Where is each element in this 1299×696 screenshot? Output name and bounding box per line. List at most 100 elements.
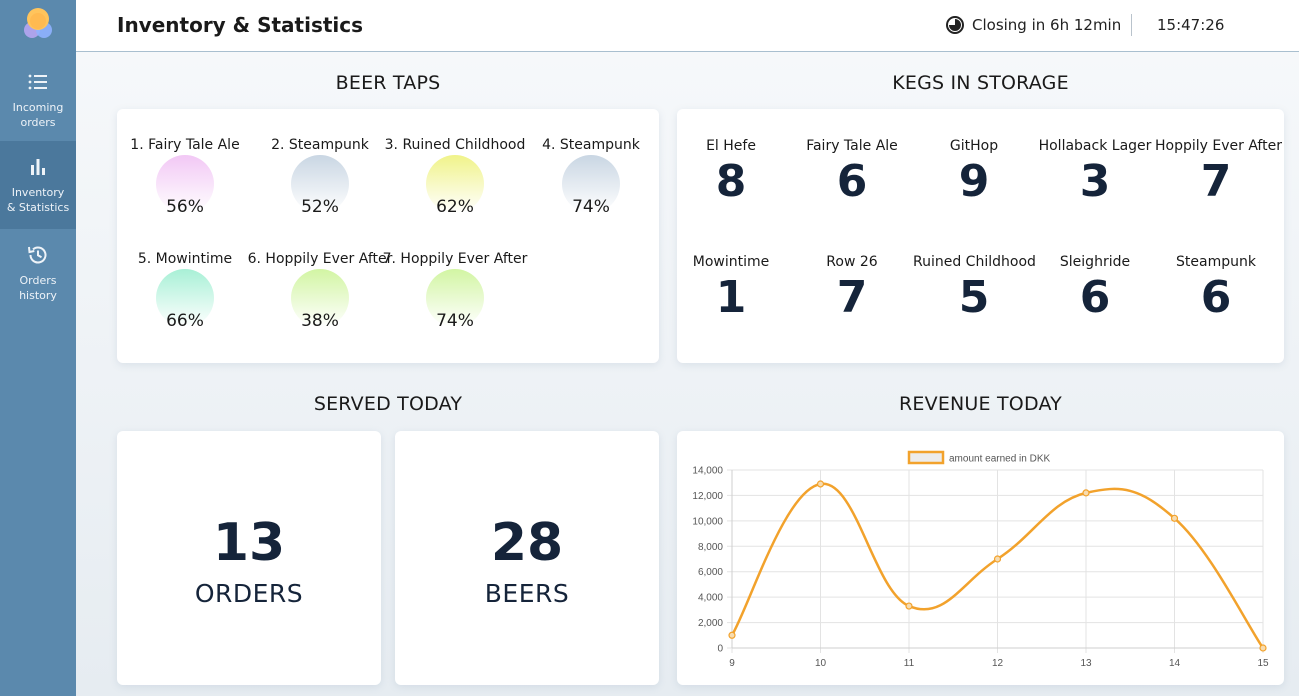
keg-name: Mowintime: [692, 254, 770, 270]
y-tick-label: 12,000: [692, 491, 723, 502]
tap-percentage: 74%: [572, 197, 610, 217]
x-tick-label: 11: [904, 658, 915, 669]
keg-item: Sleighride 6: [1034, 254, 1156, 324]
bar-chart-icon: [31, 159, 45, 175]
keg-name: Fairy Tale Ale: [806, 138, 898, 154]
x-tick-label: 10: [815, 658, 827, 669]
header-divider: [1131, 14, 1132, 36]
revenue-title: REVENUE TODAY: [899, 393, 1062, 415]
keg-item: Mowintime 1: [670, 254, 792, 324]
keg-name: Steampunk: [1176, 254, 1256, 270]
data-point: [816, 480, 825, 488]
keg-count: 7: [1200, 156, 1232, 207]
data-point: [1170, 514, 1179, 522]
beers-label: BEERS: [484, 579, 570, 608]
keg-count: 7: [836, 272, 868, 323]
tap-percentage: 62%: [436, 197, 474, 217]
current-time: 15:47:26: [1157, 16, 1225, 34]
tap-item: 6. Hoppily Ever After 38%: [245, 251, 395, 345]
kegs-title: KEGS IN STORAGE: [892, 72, 1069, 94]
y-tick-label: 4,000: [698, 593, 723, 604]
tap-item: 5. Mowintime 66%: [110, 251, 260, 345]
orders-card: 13 ORDERS: [117, 431, 381, 685]
keg-item: Ruined Childhood 5: [913, 254, 1036, 324]
x-tick-label: 12: [992, 658, 1004, 669]
keg-item: Hoppily Ever After 7: [1155, 138, 1282, 208]
data-point: [1082, 489, 1090, 497]
y-tick-label: 0: [717, 644, 723, 655]
history-icon: [28, 246, 47, 264]
x-tick-label: 15: [1257, 658, 1269, 669]
keg-item: GitHop 9: [913, 138, 1035, 208]
tap-level-circle: [426, 269, 484, 327]
orders-count: 13: [212, 513, 286, 573]
sidebar-item-label: Inventory & Statistics: [6, 186, 70, 214]
beer-taps-title: BEER TAPS: [335, 72, 441, 94]
tap-name: 3. Ruined Childhood: [384, 137, 526, 153]
tap-name: 7. Hoppily Ever After: [382, 251, 528, 267]
tap-item: 2. Steampunk 52%: [245, 137, 395, 231]
keg-item: Steampunk 6: [1155, 254, 1277, 324]
sidebar: Incoming orders Inventory & Statistics O…: [0, 0, 76, 696]
beers-count: 28: [490, 513, 564, 573]
keg-count: 3: [1079, 156, 1111, 207]
list-icon: [28, 74, 47, 90]
keg-count: 5: [958, 272, 990, 323]
tap-name: 1. Fairy Tale Ale: [130, 137, 240, 153]
beers-card: 28 BEERS: [395, 431, 659, 685]
page-title: Inventory & Statistics: [117, 13, 364, 37]
sidebar-item-incoming-orders[interactable]: Incoming orders: [0, 56, 76, 144]
beer-taps-card: 1. Fairy Tale Ale 56% 2. Steampunk 52% 3…: [117, 109, 659, 363]
tap-name: 6. Hoppily Ever After: [247, 251, 393, 267]
keg-name: Sleighride: [1059, 254, 1131, 270]
closing-countdown: Closing in 6h 12min: [972, 16, 1122, 34]
data-point: [1259, 644, 1267, 652]
tap-level-circle: [156, 155, 214, 213]
data-point: [993, 555, 1002, 563]
keg-name: Ruined Childhood: [913, 254, 1036, 270]
revenue-card: 0 2,000 4,000 6,000 8,000 10,000 12,000 14,000 9…: [677, 431, 1284, 685]
tap-name: 2. Steampunk: [271, 137, 369, 153]
tap-percentage: 66%: [166, 311, 204, 331]
keg-item: Fairy Tale Ale 6: [791, 138, 913, 208]
tap-level-circle: [291, 269, 349, 327]
revenue-line-chart: 0 2,000 4,000 6,000 8,000 10,000 12,000 14,000 9…: [692, 450, 1269, 669]
sidebar-item-label: Incoming orders: [12, 101, 64, 129]
data-point: [905, 602, 913, 610]
served-title: SERVED TODAY: [313, 393, 463, 415]
keg-count: 6: [836, 156, 868, 207]
keg-item: Row 26 7: [791, 254, 913, 324]
keg-name: El Hefe: [706, 138, 756, 154]
tap-level-circle: [426, 155, 484, 213]
keg-count: 1: [715, 272, 747, 323]
y-tick-label: 2,000: [698, 618, 723, 629]
sidebar-item-inventory-statistics[interactable]: Inventory & Statistics: [0, 141, 76, 229]
kegs-card: El Hefe 8 Fairy Tale Ale 6 GitHop 9 Holl…: [677, 109, 1284, 363]
orders-label: ORDERS: [194, 579, 304, 608]
legend-label: amount earned in DKK: [949, 454, 1051, 465]
tap-level-circle: [156, 269, 214, 327]
keg-name: Row 26: [826, 254, 878, 270]
x-tick-label: 13: [1080, 658, 1092, 669]
y-tick-label: 6,000: [698, 567, 723, 578]
keg-name: Hoppily Ever After: [1155, 138, 1282, 154]
keg-count: 6: [1200, 272, 1232, 323]
sidebar-item-orders-history[interactable]: Orders history: [0, 229, 76, 317]
keg-name: Hollaback Lager: [1038, 138, 1152, 154]
keg-count: 9: [958, 156, 990, 207]
tap-item: 7. Hoppily Ever After 74%: [380, 251, 530, 345]
sidebar-item-label: Orders history: [19, 274, 57, 302]
tap-percentage: 52%: [301, 197, 339, 217]
x-tick-label: 14: [1169, 658, 1181, 669]
data-point: [728, 631, 736, 639]
x-tick-label: 9: [729, 658, 735, 669]
tap-item: 4. Steampunk 74%: [516, 137, 666, 231]
y-tick-label: 10,000: [692, 516, 723, 527]
app-logo[interactable]: [19, 6, 57, 40]
header: Inventory & Statistics Closing in 6h 12m…: [76, 0, 1299, 52]
tap-item: 3. Ruined Childhood 62%: [380, 137, 530, 231]
tap-name: 5. Mowintime: [137, 251, 233, 267]
tap-percentage: 38%: [301, 311, 339, 331]
tap-level-circle: [291, 155, 349, 213]
y-tick-label: 14,000: [692, 466, 723, 477]
